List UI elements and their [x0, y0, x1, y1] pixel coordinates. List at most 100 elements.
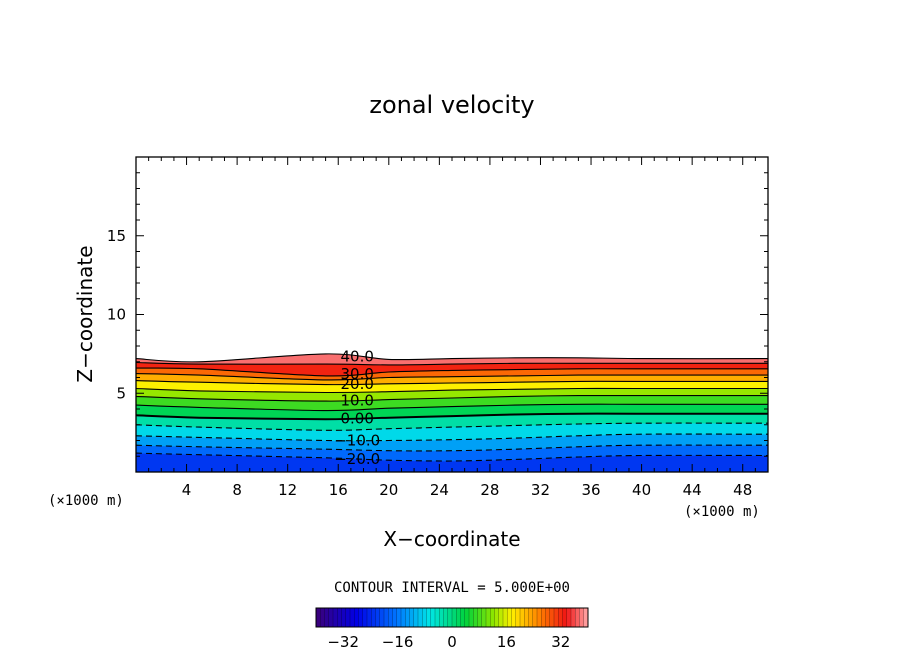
- colorbar-tick-label: 16: [497, 633, 516, 651]
- colorbar-cell: [396, 608, 402, 627]
- colorbar-tick-label: −32: [327, 633, 359, 651]
- colorbar-cell: [392, 608, 398, 627]
- x-tick-label: 16: [329, 481, 348, 499]
- colorbar-cell: [418, 608, 423, 627]
- colorbar-cell: [367, 608, 372, 627]
- x-tick-label: 48: [733, 481, 752, 499]
- colorbar-cell: [379, 608, 385, 627]
- contour-line: [136, 395, 768, 402]
- contour-line: [136, 361, 768, 366]
- colorbar-tick-label: 32: [551, 633, 570, 651]
- colorbar-cell: [528, 608, 534, 627]
- contour-line: [136, 422, 768, 431]
- colorbar-cell: [490, 608, 495, 627]
- contour-label: −10.0: [334, 432, 380, 450]
- colorbar-cell: [549, 608, 555, 627]
- colorbar-cell: [579, 608, 585, 627]
- colorbar-cell: [562, 608, 568, 627]
- contour-label: 40.0: [340, 348, 373, 366]
- colorbar-cell: [456, 608, 461, 627]
- colorbar-cell: [430, 608, 436, 627]
- x-unit-right: (×1000 m): [684, 504, 760, 520]
- contour-line: [136, 353, 768, 363]
- colorbar-cell: [405, 608, 410, 627]
- colorbar-cell: [324, 608, 330, 627]
- colorbar: [315, 608, 589, 627]
- contour-line: [136, 387, 768, 394]
- colorbar-cell: [566, 608, 572, 627]
- colorbar-tick-labels: −32 −16 0 16 32: [327, 633, 570, 651]
- colorbar-cell: [486, 608, 491, 627]
- colorbar-cell: [464, 608, 470, 627]
- colorbar-frame: [315, 607, 589, 628]
- colorbar-cell: [316, 608, 321, 627]
- colorbar-cell: [469, 608, 474, 627]
- contour-label: 10.0: [340, 391, 373, 409]
- x-axis-ticks: 4 8 12 16 20 24 28 32 36 40 44 48: [135, 157, 769, 499]
- colorbar-tick-label: 0: [447, 633, 457, 651]
- colorbar-cell: [409, 608, 415, 627]
- chart-title: zonal velocity: [369, 91, 534, 119]
- colorbar-cell: [583, 608, 589, 627]
- x-tick-label: 36: [581, 481, 600, 499]
- colorbar-cell: [371, 608, 376, 627]
- colorbar-cell: [515, 608, 521, 627]
- x-tick-label: 32: [531, 481, 550, 499]
- colorbar-cell: [558, 608, 563, 627]
- x-tick-label: 8: [232, 481, 242, 499]
- colorbar-cell: [358, 608, 364, 627]
- contour-lines: [136, 353, 768, 462]
- contour-label: 20.0: [340, 375, 373, 393]
- colorbar-cell: [511, 608, 517, 627]
- x-unit-left: (×1000 m): [48, 493, 124, 509]
- colorbar-tick-label: −16: [382, 633, 414, 651]
- colorbar-cell: [473, 608, 478, 627]
- contour-label: 0.00: [340, 409, 373, 427]
- colorbar-cell: [575, 608, 580, 627]
- colorbar-cell: [388, 608, 393, 627]
- colorbar-cell: [443, 608, 449, 627]
- y-axis-label: Z−coordinate: [73, 245, 97, 382]
- colorbar-cell: [507, 608, 512, 627]
- colorbar-cell: [345, 608, 351, 627]
- colorbar-cell: [413, 608, 419, 627]
- x-tick-label: 4: [182, 481, 192, 499]
- colorbar-cell: [452, 608, 457, 627]
- y-tick-label: 5: [116, 384, 126, 402]
- colorbar-cell: [503, 608, 508, 627]
- colorbar-cell: [341, 608, 347, 627]
- contour-line: [136, 444, 768, 452]
- colorbar-cell: [337, 608, 342, 627]
- x-axis-label: X−coordinate: [383, 527, 520, 551]
- contour-line: [136, 452, 768, 462]
- colorbar-cell: [541, 608, 546, 627]
- colorbar-cell: [328, 608, 334, 627]
- x-tick-label: 28: [480, 481, 499, 499]
- colorbar-cell: [439, 608, 444, 627]
- x-tick-label: 44: [683, 481, 702, 499]
- colorbar-cell: [524, 608, 529, 627]
- colorbar-cell: [520, 608, 525, 627]
- x-tick-label: 40: [632, 481, 651, 499]
- colorbar-cell: [545, 608, 551, 627]
- colorbar-cell: [350, 608, 355, 627]
- y-tick-label: 10: [107, 306, 126, 324]
- colorbar-cell: [447, 608, 453, 627]
- colorbar-cell: [554, 608, 559, 627]
- contour-line: [136, 403, 768, 412]
- colorbar-cell: [494, 608, 500, 627]
- colorbar-cell: [532, 608, 538, 627]
- x-tick-label: 12: [278, 481, 297, 499]
- colorbar-cell: [320, 608, 325, 627]
- colorbar-cell: [426, 608, 432, 627]
- colorbar-cell: [477, 608, 483, 627]
- colorbar-cell: [354, 608, 359, 627]
- contour-label: −20.0: [334, 450, 380, 468]
- colorbar-cell: [537, 608, 542, 627]
- contour-line: [136, 373, 768, 381]
- colorbar-cell: [481, 608, 487, 627]
- colorbar-cell: [435, 608, 440, 627]
- colorbar-cell: [401, 608, 406, 627]
- colorbar-cell: [384, 608, 389, 627]
